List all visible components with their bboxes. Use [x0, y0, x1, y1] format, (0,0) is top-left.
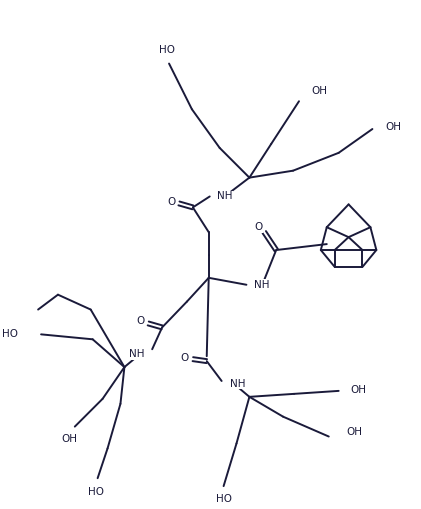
- Text: O: O: [181, 353, 189, 363]
- Text: O: O: [136, 317, 144, 326]
- Text: OH: OH: [351, 385, 367, 395]
- Text: NH: NH: [254, 280, 270, 290]
- Text: O: O: [167, 197, 175, 208]
- Text: HO: HO: [216, 494, 232, 504]
- Text: OH: OH: [385, 122, 401, 132]
- Text: NH: NH: [229, 379, 245, 389]
- Text: NH: NH: [129, 349, 144, 359]
- Text: OH: OH: [62, 434, 78, 443]
- Text: HO: HO: [159, 45, 175, 54]
- Text: O: O: [254, 222, 262, 232]
- Text: HO: HO: [2, 329, 18, 340]
- Text: NH: NH: [217, 191, 232, 202]
- Text: OH: OH: [346, 427, 362, 437]
- Text: OH: OH: [311, 87, 327, 96]
- Text: HO: HO: [88, 487, 104, 497]
